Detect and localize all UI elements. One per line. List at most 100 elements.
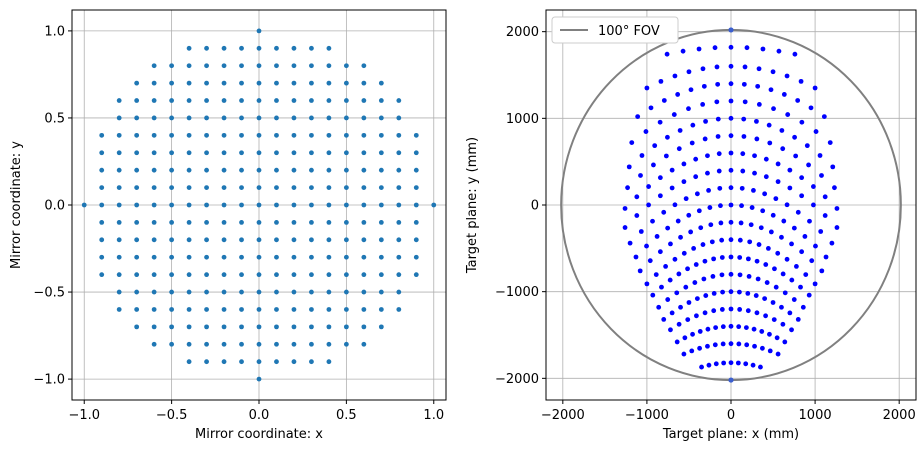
target-data-point [688,87,694,93]
mirror-data-point [204,63,209,69]
mirror-data-point [291,341,297,347]
mirror-data-point [204,150,209,156]
mirror-data-point [239,202,244,208]
mirror-data-point [291,272,297,278]
target-data-point [728,98,734,104]
mirror-data-point [221,132,227,138]
target-data-point [743,361,749,367]
mirror-data-point [291,307,297,312]
target-data-point [728,63,734,69]
target-data-point [634,213,640,218]
mirror-data-point [151,63,157,69]
mirror-data-point [186,98,192,103]
target-data-point [683,284,689,290]
target-data-point [782,290,788,296]
mirror-data-point [116,289,122,295]
target-data-point [720,341,726,347]
mirror-data-point [221,167,227,173]
target-data-point [747,239,753,245]
mirror-data-point [151,220,157,225]
target-data-point [700,101,706,107]
mirror-data-point [116,237,122,243]
target-data-point [694,191,700,197]
target-data-point [812,85,818,91]
mirror-data-point [239,341,244,347]
target-data-point [789,241,794,247]
mirror-data-point [239,359,244,365]
target-data-point [663,264,668,269]
target-data-point [749,205,755,210]
mirror-data-point [99,185,105,190]
target-data-point [626,164,632,170]
target-data-point [669,185,675,191]
target-data-point [693,156,699,162]
target-data-point [705,343,710,349]
mirror-data-point [413,237,419,243]
target-data-point [674,290,680,296]
mirror-data-point [256,80,262,86]
mirror-data-point [134,132,140,138]
mirror-data-point [221,45,227,51]
mirror-data-point [343,341,349,347]
mirror-data-point [239,115,244,121]
target-data-point [697,329,703,334]
target-data-point [755,83,761,89]
target-data-point [809,258,815,264]
target-data-point [728,202,734,208]
mirror-data-point [274,185,279,190]
mirror-data-point [169,324,175,330]
target-data-point [703,293,709,298]
mirror-data-point [256,115,262,121]
target-data-point [719,272,725,278]
x-tick-label: −2000 [541,408,585,423]
mirror-data-point [99,220,105,225]
target-data-point [759,345,765,351]
target-data-point [740,151,746,157]
target-data-point [745,291,751,296]
mirror-data-point [343,272,349,278]
mirror-data-point [81,202,87,208]
target-data-point [793,153,799,159]
mirror-y-axis-label: Mirror coordinate: y [9,141,24,269]
mirror-data-point [309,63,314,69]
mirror-data-point [221,63,227,69]
mirror-data-point [274,63,279,69]
mirror-data-point [134,115,140,121]
target-data-point [784,202,790,208]
mirror-data-point [151,185,157,190]
mirror-data-point [169,289,175,295]
target-data-point [767,348,773,354]
target-data-point [795,209,801,215]
target-data-point [657,193,663,199]
mirror-data-point [274,341,279,347]
target-data-point [715,134,721,139]
target-data-point [682,335,688,341]
target-data-point [665,225,671,231]
target-data-point [787,310,793,316]
mirror-data-point [134,220,140,225]
target-data-point [728,115,734,121]
x-tick-label: 1.0 [423,408,444,423]
mirror-points [81,28,437,382]
target-data-point [721,360,727,366]
target-data-point [830,164,836,170]
target-data-point [772,266,777,272]
target-data-point [742,99,748,105]
mirror-data-point [396,167,402,173]
mirror-data-point [378,289,384,295]
target-data-point [771,317,777,323]
mirror-data-point [99,202,105,208]
target-data-point [728,360,734,366]
target-data-point [676,321,682,327]
target-data-point [780,271,786,277]
mirror-data-point [134,254,140,260]
mirror-data-point [204,45,209,51]
target-data-point [767,331,772,337]
mirror-data-point [396,220,402,225]
target-data-point [647,258,653,264]
target-data-point [739,203,744,209]
mirror-data-point [378,132,384,138]
mirror-data-point [134,80,140,86]
mirror-data-point [239,307,244,312]
mirror-data-point [186,202,192,208]
